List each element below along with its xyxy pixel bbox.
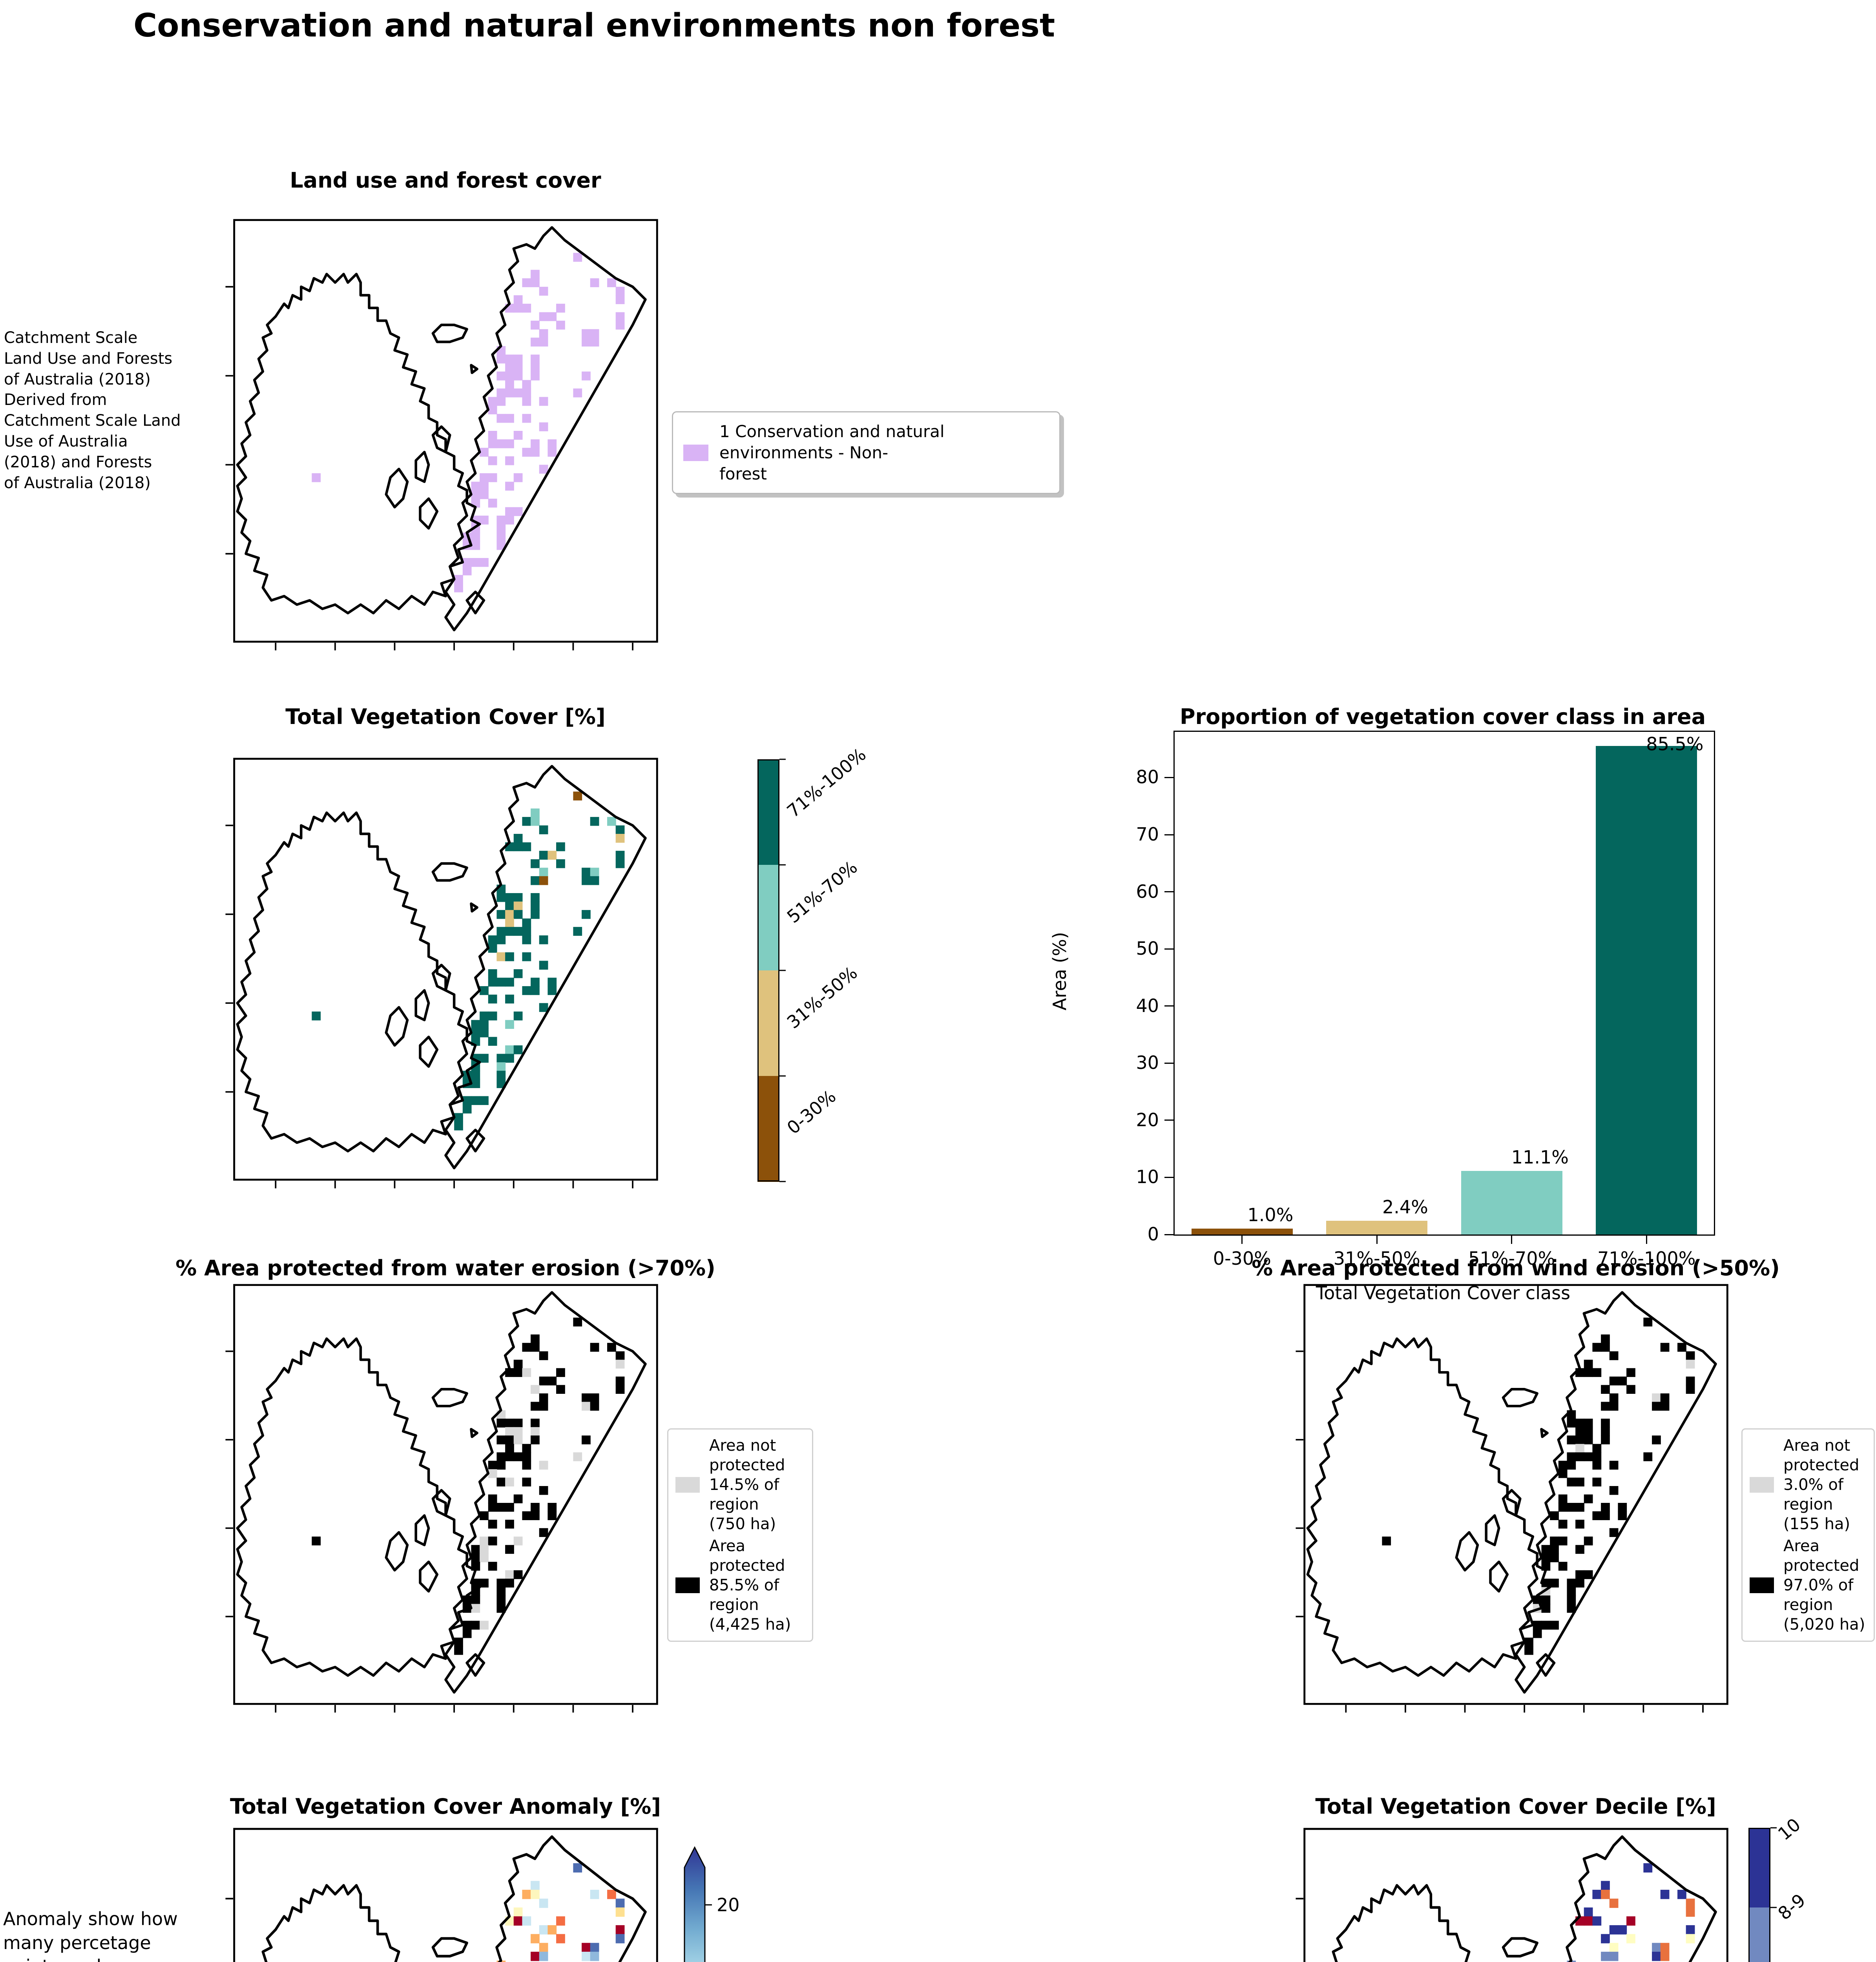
water-legend-label: Area protected 85.5% of region (4,425 ha… xyxy=(709,1537,791,1634)
water-legend-label: Area not protected 14.5% of region (750 … xyxy=(709,1437,785,1533)
water-legend-entry: Area not protected 14.5% of region (750 … xyxy=(675,1436,805,1534)
landuse-map xyxy=(225,219,658,651)
barchart-ytick xyxy=(1164,777,1175,778)
svg-text:51%-70%: 51%-70% xyxy=(783,857,861,927)
tvc-map xyxy=(225,758,658,1189)
anomaly-side-note: Anomaly show how many percetage points e… xyxy=(3,1908,178,1962)
wind-map xyxy=(1296,1284,1728,1713)
barchart-ytick-label: 0 xyxy=(1147,1224,1159,1245)
landuse-legend-label: 1 Conservation and natural environments … xyxy=(719,422,945,483)
barchart-bar xyxy=(1326,1221,1428,1234)
barchart-xtick xyxy=(1646,1234,1647,1244)
wind-title: % Area protected from wind erosion (>50%… xyxy=(1252,1256,1780,1280)
anomaly-title: Total Vegetation Cover Anomaly [%] xyxy=(230,1794,661,1819)
barchart-ylabel: Area (%) xyxy=(1049,932,1070,1011)
anomaly-map xyxy=(225,1828,658,1962)
tvc-colorbar: 71%-100% 51%-70% 31%-50% 0-30% xyxy=(757,744,870,1182)
barchart-bar xyxy=(1461,1171,1562,1234)
barchart-ytick-label: 30 xyxy=(1136,1052,1159,1074)
barchart-ytick-label: 60 xyxy=(1136,881,1159,902)
barchart-ytick-label: 80 xyxy=(1136,766,1159,788)
barchart-ytick-label: 50 xyxy=(1136,938,1159,959)
barchart-ytick xyxy=(1164,1005,1175,1007)
barchart-bar-value: 11.1% xyxy=(1511,1147,1569,1168)
water-legend-entry: Area protected 85.5% of region (4,425 ha… xyxy=(675,1536,805,1634)
barchart-xtick xyxy=(1376,1234,1378,1244)
barchart-ytick-label: 40 xyxy=(1136,995,1159,1016)
barchart-xtick xyxy=(1241,1234,1243,1244)
water-legend-swatch xyxy=(675,1577,700,1593)
barchart-plot-area: 0 10 20 30 40 50 60 70 80 1.0% 0-30% 2.4% 31%-50% 11.… xyxy=(1136,731,1715,1269)
decile-map xyxy=(1296,1828,1728,1962)
barchart-xtick xyxy=(1511,1234,1513,1244)
barchart-ytick xyxy=(1164,948,1175,950)
wind-legend-label: Area not protected 3.0% of region (155 h… xyxy=(1783,1437,1860,1533)
barchart-bar-value: 1.0% xyxy=(1247,1204,1294,1226)
landuse-side-note: Catchment Scale Land Use and Forests of … xyxy=(4,329,181,492)
barchart-ytick-label: 10 xyxy=(1136,1166,1159,1188)
svg-text:20: 20 xyxy=(717,1894,740,1915)
water-map xyxy=(225,1284,658,1713)
decile-title: Total Vegetation Cover Decile [%] xyxy=(1315,1794,1716,1819)
barchart-bar-value: 85.5% xyxy=(1646,733,1704,755)
anomaly-colorbar: 20100−10−20 xyxy=(684,1846,740,1962)
barchart-ytick-label: 20 xyxy=(1136,1109,1159,1131)
landuse-title: Land use and forest cover xyxy=(290,168,601,193)
wind-legend-entry: Area not protected 3.0% of region (155 h… xyxy=(1750,1436,1867,1534)
wind-legend: Area not protected 3.0% of region (155 h… xyxy=(1741,1428,1875,1642)
barchart-ytick xyxy=(1164,834,1175,835)
wind-legend-entry: Area protected 97.0% of region (5,020 ha… xyxy=(1750,1536,1867,1634)
svg-text:31%-50%: 31%-50% xyxy=(783,962,861,1033)
water-legend-swatch xyxy=(675,1477,700,1493)
svg-text:0-30%: 0-30% xyxy=(783,1086,840,1138)
barchart-title: Proportion of vegetation cover class in … xyxy=(1179,704,1706,729)
page-title: Conservation and natural environments no… xyxy=(133,7,1055,44)
svg-text:71%-100%: 71%-100% xyxy=(783,744,870,822)
barchart-ytick xyxy=(1164,1234,1175,1235)
barchart-xtick-label: 0-30% xyxy=(1213,1248,1271,1269)
barchart-ytick xyxy=(1164,1120,1175,1121)
landuse-legend: 1 Conservation and natural environments … xyxy=(672,411,1060,494)
decile-side-note: Deciles show where the pixel value lies … xyxy=(916,1958,1152,1962)
barchart-ytick xyxy=(1164,1176,1175,1178)
barchart-bar xyxy=(1191,1229,1293,1234)
barchart-xtick-label: 71%-100% xyxy=(1597,1248,1696,1269)
barchart-bar xyxy=(1596,746,1697,1234)
barchart-ytick xyxy=(1164,1062,1175,1064)
wind-legend-swatch xyxy=(1750,1577,1774,1593)
barchart-xtick-label: 31%-50% xyxy=(1333,1248,1420,1269)
barchart-bar-value: 2.4% xyxy=(1382,1196,1428,1218)
barchart-xtick-label: 51%-70% xyxy=(1468,1248,1555,1269)
tvc-title: Total Vegetation Cover [%] xyxy=(285,704,606,729)
barchart-ytick-label: 70 xyxy=(1136,824,1159,845)
decile-colorbar: 108-94-72-31 xyxy=(1748,1814,1809,1962)
landuse-legend-swatch xyxy=(683,444,708,461)
wind-legend-label: Area protected 97.0% of region (5,020 ha… xyxy=(1783,1537,1865,1634)
svg-text:8-9: 8-9 xyxy=(1774,1890,1809,1924)
water-legend: Area not protected 14.5% of region (750 … xyxy=(667,1428,813,1642)
barchart-ytick xyxy=(1164,891,1175,893)
water-title: % Area protected from water erosion (>70… xyxy=(175,1256,715,1280)
wind-legend-swatch xyxy=(1750,1477,1774,1493)
